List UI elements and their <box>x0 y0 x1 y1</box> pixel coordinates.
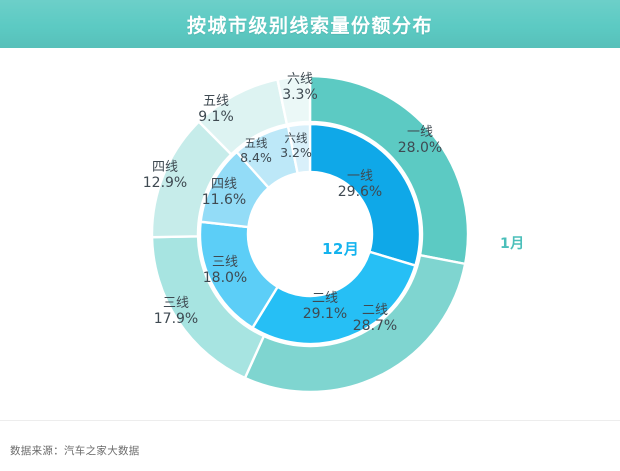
donut-segment-outer-二线[interactable]: 1月 二线 28.7% <box>243 253 467 394</box>
data-source-text: 数据来源：汽车之家大数据 <box>10 445 140 457</box>
donut-segment-inner-六线[interactable]: 12月 六线 3.2% <box>286 122 312 175</box>
chart-title-bar: 按城市级别线索量份额分布 <box>0 0 620 48</box>
page-title: 按城市级别线索量份额分布 <box>186 14 433 37</box>
donut-chart-svg: 1月 一线 28%1月 二线 28.7%1月 三线 17.9%1月 四线 12.… <box>150 74 470 394</box>
donut-segment-outer-六线[interactable]: 1月 六线 3.3% <box>276 74 312 126</box>
donut-segment-inner-二线[interactable]: 12月 二线 29.1% <box>251 250 417 346</box>
inner-ring-dec: 12月 一线 29.6%12月 二线 29.1%12月 三线 18%12月 四线… <box>198 122 422 346</box>
donut-segment-inner-一线[interactable]: 12月 一线 29.6% <box>308 122 422 267</box>
chart-footer: 数据来源：汽车之家大数据 <box>0 420 620 471</box>
nested-donut-chart: 1月 一线 28%1月 二线 28.7%1月 三线 17.9%1月 四线 12.… <box>0 48 620 420</box>
outer-ring-jan: 1月 一线 28%1月 二线 28.7%1月 三线 17.9%1月 四线 12.… <box>150 74 470 394</box>
